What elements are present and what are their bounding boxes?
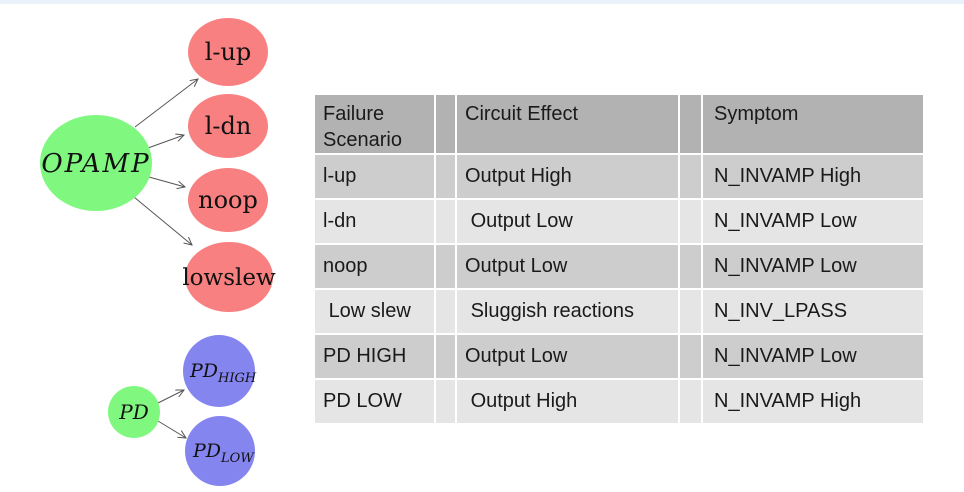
node-pdlow-label: PDLOW xyxy=(192,440,255,466)
node-noop-ellipse xyxy=(188,168,268,232)
edge-opamp-lup xyxy=(134,79,198,128)
cell-spacer xyxy=(680,290,701,333)
cell-symptom: N_INV_LPASS xyxy=(703,290,923,333)
failure-scenario-table: Failure Scenario Circuit Effect Symptom … xyxy=(315,95,923,423)
node-opamp-label: OPAMP xyxy=(41,149,150,179)
cell-scenario: PD HIGH xyxy=(315,335,434,378)
cell-symptom: N_INVAMP Low xyxy=(703,245,923,288)
cell-effect: Output Low xyxy=(457,335,678,378)
cell-symptom: N_INVAMP Low xyxy=(703,335,923,378)
node-pdlow-ellipse xyxy=(185,416,255,486)
cell-spacer xyxy=(680,245,701,288)
cell-symptom: N_INVAMP High xyxy=(703,380,923,423)
node-opamp-ellipse xyxy=(40,115,152,211)
node-ldn-label: l-dn xyxy=(205,112,252,140)
node-noop-label: noop xyxy=(198,186,258,214)
node-pdhigh-base: PD xyxy=(189,360,218,382)
cell-scenario: noop xyxy=(315,245,434,288)
header-circuit-effect: Circuit Effect xyxy=(457,95,678,153)
cell-symptom: N_INVAMP Low xyxy=(703,200,923,243)
cell-effect: Output Low xyxy=(457,200,678,243)
top-window-edge xyxy=(0,0,964,4)
cell-spacer xyxy=(436,200,455,243)
fault-tree-diagram: OPAMP l-up l-dn noop lowslew PD PDHIGH P… xyxy=(40,18,276,486)
cell-spacer xyxy=(436,155,455,198)
node-lowslew-label: lowslew xyxy=(182,265,276,291)
node-pdhigh-label: PDHIGH xyxy=(189,360,257,386)
edge-pd-pdlow xyxy=(157,420,186,438)
edge-pd-pdhigh xyxy=(157,390,184,404)
cell-spacer xyxy=(680,380,701,423)
node-pdhigh-ellipse xyxy=(183,335,255,407)
node-lup-label: l-up xyxy=(205,38,252,66)
cell-spacer xyxy=(680,155,701,198)
header-symptom: Symptom xyxy=(703,95,923,153)
cell-effect: Output High xyxy=(457,380,678,423)
cell-spacer xyxy=(436,380,455,423)
node-pd-ellipse xyxy=(108,386,160,438)
cell-spacer xyxy=(680,200,701,243)
cell-spacer xyxy=(436,335,455,378)
edge-opamp-ldn xyxy=(147,135,184,149)
cell-spacer xyxy=(680,335,701,378)
cell-scenario: l-dn xyxy=(315,200,434,243)
cell-symptom: N_INVAMP High xyxy=(703,155,923,198)
cell-scenario: Low slew xyxy=(315,290,434,333)
node-pdhigh-subscript: HIGH xyxy=(217,371,257,386)
node-lup-ellipse xyxy=(188,18,268,86)
edge-opamp-lowslew xyxy=(133,196,192,245)
header-failure-scenario: Failure Scenario xyxy=(315,95,434,153)
node-pdlow-subscript: LOW xyxy=(220,451,255,466)
cell-effect: Output Low xyxy=(457,245,678,288)
cell-spacer xyxy=(436,290,455,333)
cell-effect: Output High xyxy=(457,155,678,198)
node-pdlow-base: PD xyxy=(192,440,221,462)
header-spacer-2 xyxy=(680,95,701,153)
cell-spacer xyxy=(436,245,455,288)
node-pd-label: PD xyxy=(118,400,149,424)
cell-effect: Sluggish reactions xyxy=(457,290,678,333)
cell-scenario: PD LOW xyxy=(315,380,434,423)
cell-scenario: l-up xyxy=(315,155,434,198)
node-lowslew-ellipse xyxy=(185,242,273,312)
header-spacer-1 xyxy=(436,95,455,153)
node-ldn-ellipse xyxy=(188,94,268,158)
edge-opamp-noop xyxy=(148,176,185,187)
